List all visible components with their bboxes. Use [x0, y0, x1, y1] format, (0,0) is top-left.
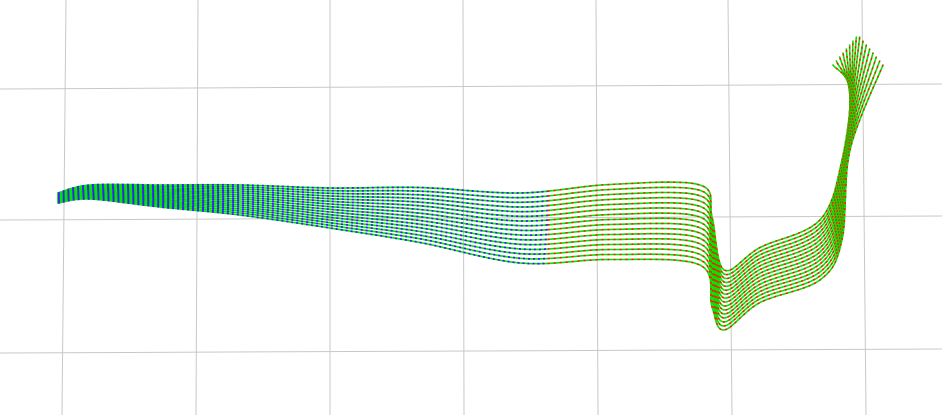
trajectory-points-start: [57, 195, 548, 251]
trajectory-bundle: [57, 36, 884, 331]
trajectory-points-start: [57, 186, 548, 208]
grid-line: [861, 0, 867, 415]
trajectory-line: [57, 64, 852, 272]
grid-line: [0, 83, 942, 90]
trajectory-line: [57, 44, 852, 292]
trajectory-points-start: [57, 197, 548, 265]
trajectory-points-start: [57, 191, 548, 232]
trajectory-line: [57, 52, 851, 284]
trajectory-line: [57, 36, 858, 299]
trajectory-points-start: [57, 189, 548, 222]
grid-line: [0, 348, 942, 354]
trajectory-points-start: [57, 185, 548, 204]
trajectory-points-start: [57, 197, 548, 260]
trajectory-points-start: [57, 196, 548, 255]
grid-line: [61, 0, 67, 415]
trajectory-points-start: [57, 183, 548, 194]
grid-line: [727, 0, 733, 415]
trajectory-line: [57, 36, 861, 303]
trajectory-points-end: [547, 45, 852, 292]
trajectory-points-end: [547, 40, 864, 307]
trajectory-points-start: [57, 184, 548, 199]
grid-line: [0, 215, 942, 221]
trajectory-points-start: [57, 190, 548, 227]
trajectory-line: [57, 40, 864, 307]
trajectory-points-start: [57, 187, 548, 213]
trajectory-points-end: [547, 64, 884, 331]
trajectory-points-start: [57, 193, 548, 241]
trajectory-points-start: [57, 194, 548, 246]
trajectory-line: [57, 40, 854, 296]
grid-line: [595, 0, 599, 415]
